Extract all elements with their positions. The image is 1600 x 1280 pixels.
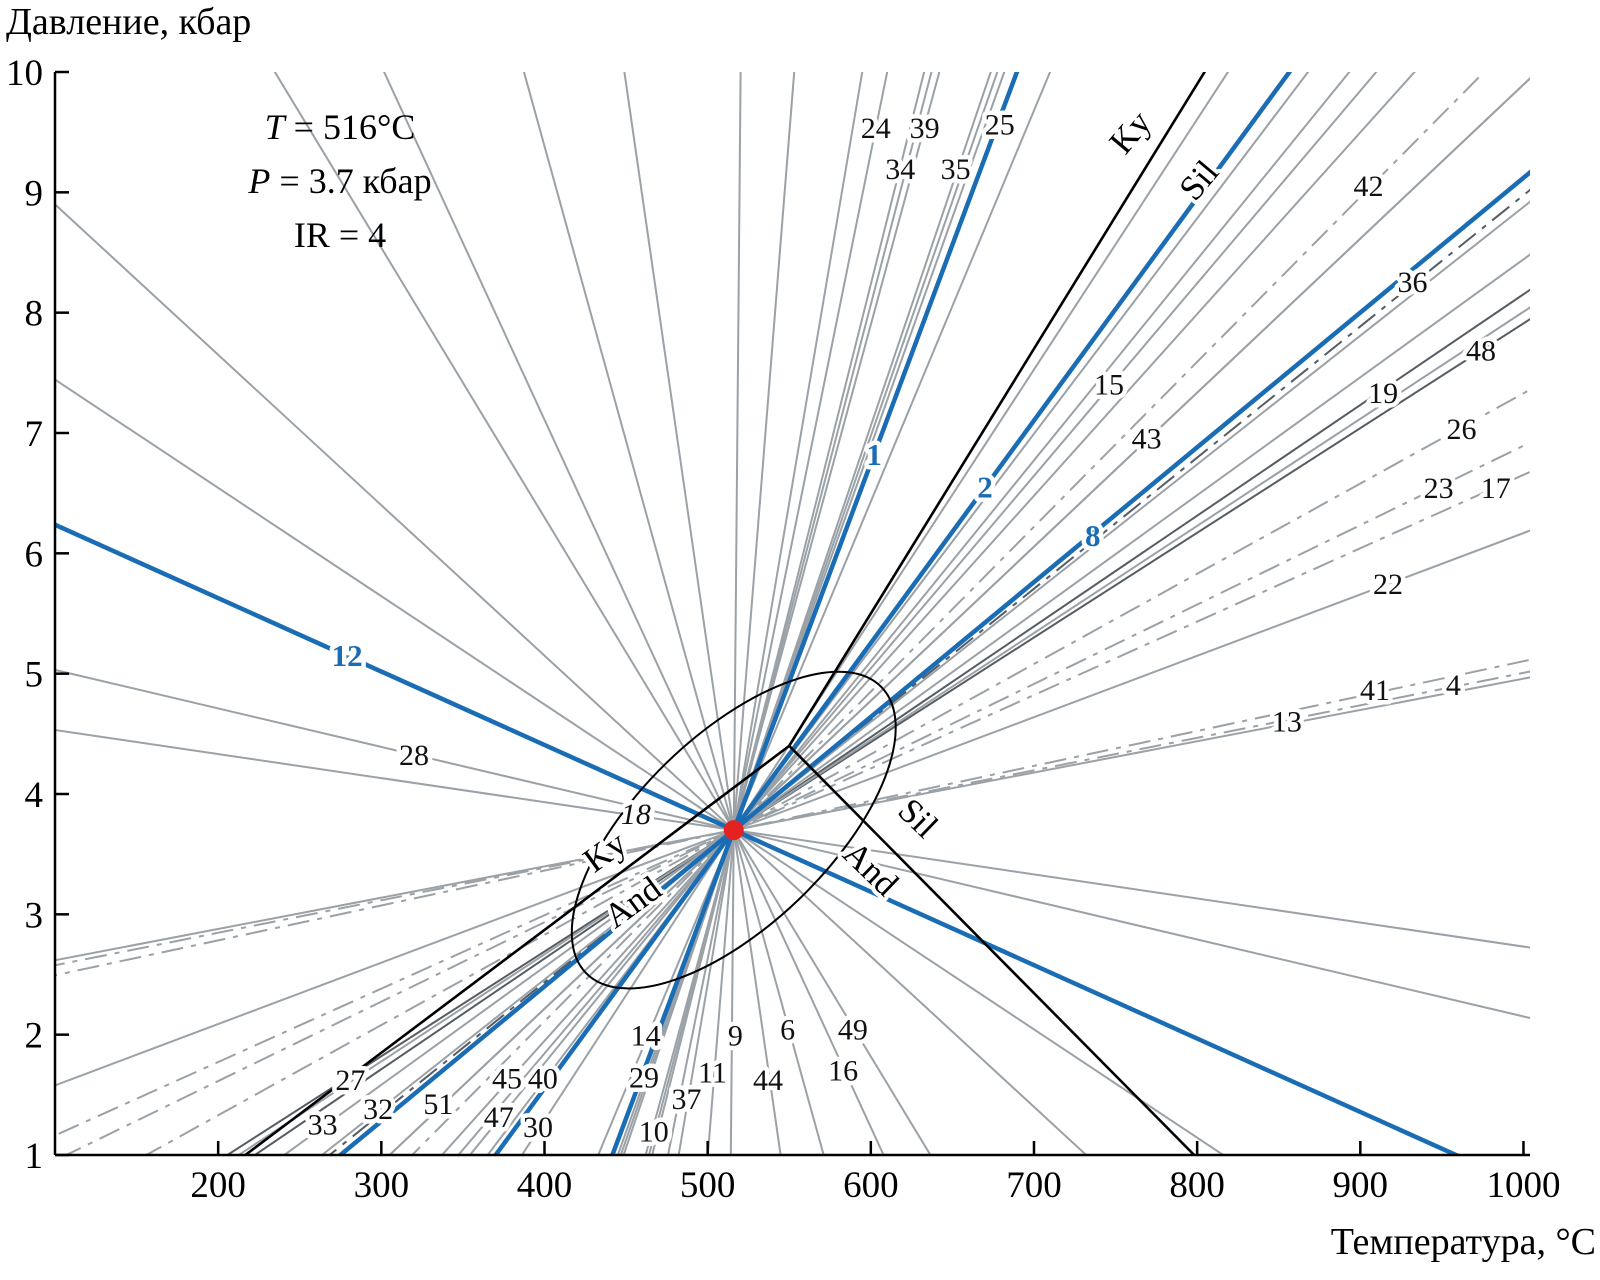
phase-boundary-And-Sil (788, 744, 1196, 1155)
y-tick-label: 7 (25, 414, 44, 455)
reaction-label-42: 42 (1353, 170, 1383, 203)
x-tick-label: 400 (517, 1165, 573, 1206)
reaction-label-32: 32 (363, 1093, 393, 1126)
reaction-label-45: 45 (492, 1063, 522, 1096)
reaction-label-6: 6 (780, 1013, 795, 1046)
phase-boundary-Ky-Sil (788, 72, 1207, 747)
reaction-label-35: 35 (941, 153, 971, 186)
y-tick-label: 6 (25, 534, 44, 575)
y-tick-label: 9 (25, 173, 44, 214)
reaction-label-14: 14 (631, 1019, 661, 1052)
x-tick-label: 900 (1333, 1165, 1389, 1206)
reaction-label-1: 1 (866, 437, 882, 472)
y-tick-label: 1 (25, 1136, 44, 1177)
reaction-label-25: 25 (985, 108, 1015, 141)
reaction-label-11: 11 (698, 1057, 727, 1090)
annotation-pressure: P = 3.7 кбар (248, 161, 432, 201)
reaction-label-8: 8 (1085, 518, 1101, 553)
reaction-label-26: 26 (1446, 413, 1476, 446)
intersection-point (723, 820, 744, 841)
reaction-label-43: 43 (1132, 423, 1162, 456)
reaction-label-29: 29 (629, 1061, 659, 1094)
reaction-label-39: 39 (910, 112, 940, 145)
phase-boundary-Ky-And (243, 744, 791, 1155)
reaction-label-24: 24 (861, 112, 891, 145)
reaction-label-27: 27 (335, 1064, 365, 1097)
reaction-label-40: 40 (528, 1063, 558, 1096)
reaction-label-51: 51 (423, 1088, 453, 1121)
x-tick-label: 800 (1169, 1165, 1225, 1206)
reaction-label-12: 12 (332, 638, 363, 673)
annotation-ir: IR = 4 (293, 215, 387, 255)
reaction-label-15: 15 (1094, 368, 1124, 401)
polymorph-label-Sil: Sil (1171, 153, 1226, 208)
reaction-label-33: 33 (308, 1108, 338, 1141)
x-tick-label: 300 (354, 1165, 410, 1206)
y-tick-label: 3 (25, 895, 44, 936)
y-tick-label: 8 (25, 294, 44, 335)
x-tick-label: 600 (843, 1165, 899, 1206)
y-tick-label: 10 (6, 53, 43, 94)
reaction-label-2: 2 (977, 470, 993, 505)
reaction-label-4: 4 (1446, 669, 1461, 702)
y-axis-title: Давление, кбар (6, 1, 252, 43)
reaction-label-41: 41 (1360, 674, 1390, 707)
y-tick-label: 2 (25, 1016, 44, 1057)
reaction-label-23: 23 (1424, 472, 1454, 505)
reaction-label-13: 13 (1272, 705, 1302, 738)
x-tick-label: 700 (1006, 1165, 1062, 1206)
x-axis-title: Температура, °C (1330, 1221, 1596, 1263)
reaction-label-17: 17 (1481, 472, 1511, 505)
reaction-label-10: 10 (639, 1116, 669, 1149)
annotation-temperature: T = 516°C (264, 107, 416, 147)
reaction-label-48: 48 (1466, 335, 1496, 368)
reaction-label-18: 18 (621, 798, 651, 831)
x-tick-label: 500 (680, 1165, 736, 1206)
reaction-label-16: 16 (828, 1054, 858, 1087)
reaction-line-18 (55, 728, 1530, 949)
reaction-label-19: 19 (1368, 377, 1398, 410)
reaction-label-49: 49 (838, 1013, 868, 1046)
reaction-label-22: 22 (1373, 568, 1403, 601)
polymorph-label-Ky: Ky (1102, 103, 1160, 161)
reaction-label-9: 9 (728, 1019, 743, 1052)
reaction-label-34: 34 (885, 153, 915, 186)
x-tick-label: 1000 (1486, 1165, 1560, 1206)
error-ellipse (570, 670, 897, 990)
reaction-label-28: 28 (399, 739, 429, 772)
y-tick-label: 5 (25, 655, 44, 696)
reaction-label-37: 37 (671, 1083, 701, 1116)
result-annotation: T = 516°C P = 3.7 кбар IR = 4 (160, 100, 520, 262)
y-tick-label: 4 (25, 775, 44, 816)
reaction-label-36: 36 (1398, 266, 1428, 299)
reaction-label-44: 44 (753, 1064, 783, 1097)
x-tick-label: 200 (190, 1165, 246, 1206)
reaction-label-30: 30 (523, 1111, 553, 1144)
reaction-label-47: 47 (484, 1101, 514, 1134)
